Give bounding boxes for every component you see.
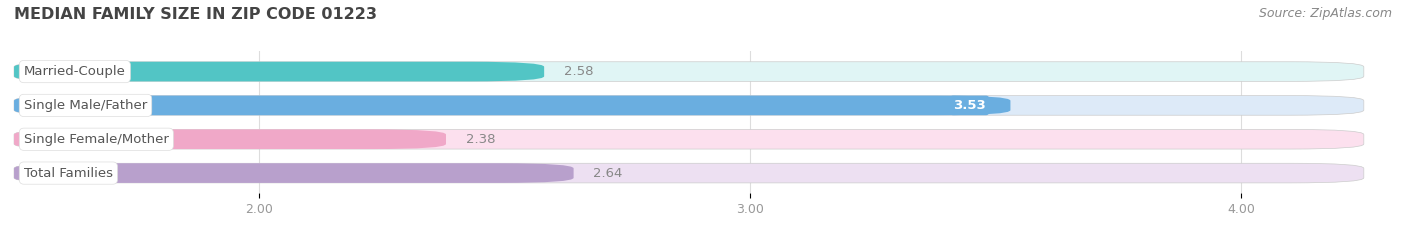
Text: Source: ZipAtlas.com: Source: ZipAtlas.com xyxy=(1258,7,1392,20)
Text: 2.58: 2.58 xyxy=(564,65,593,78)
FancyBboxPatch shape xyxy=(14,62,544,81)
Text: Single Male/Father: Single Male/Father xyxy=(24,99,148,112)
FancyBboxPatch shape xyxy=(14,62,1364,81)
Text: Total Families: Total Families xyxy=(24,167,112,180)
Text: 2.38: 2.38 xyxy=(465,133,495,146)
Text: Single Female/Mother: Single Female/Mother xyxy=(24,133,169,146)
Text: MEDIAN FAMILY SIZE IN ZIP CODE 01223: MEDIAN FAMILY SIZE IN ZIP CODE 01223 xyxy=(14,7,377,22)
FancyBboxPatch shape xyxy=(14,130,446,149)
FancyBboxPatch shape xyxy=(14,96,1364,115)
FancyBboxPatch shape xyxy=(14,163,1364,183)
Text: 2.64: 2.64 xyxy=(593,167,623,180)
FancyBboxPatch shape xyxy=(14,130,1364,149)
FancyBboxPatch shape xyxy=(14,96,1011,115)
FancyBboxPatch shape xyxy=(14,163,574,183)
Text: Married-Couple: Married-Couple xyxy=(24,65,125,78)
Text: 3.53: 3.53 xyxy=(953,99,986,112)
